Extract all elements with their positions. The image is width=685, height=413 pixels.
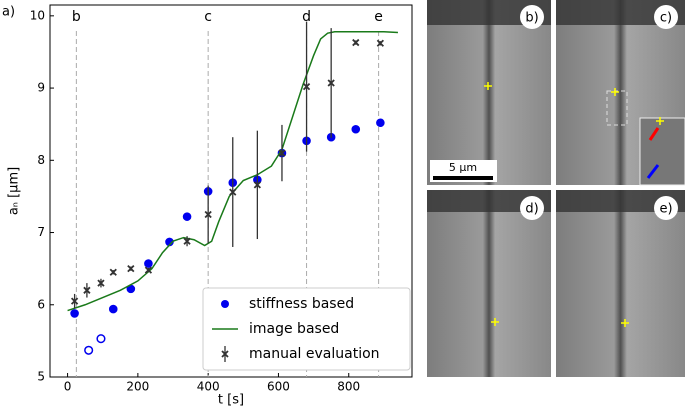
arrow: [646, 164, 660, 179]
arrow: [648, 127, 660, 141]
inset: [639, 117, 685, 186]
cross-marker: [183, 237, 191, 245]
panel-badge: [654, 196, 678, 220]
figure-label: a): [2, 5, 15, 20]
legend-label: stiffness based: [249, 296, 354, 312]
x-tick-label: 800: [337, 380, 360, 394]
point: [96, 334, 106, 344]
panel-badge: [520, 196, 544, 220]
panel-label: d): [525, 202, 538, 217]
point: [376, 118, 385, 128]
y-axis-label: aₙ [µm]: [7, 167, 22, 215]
y-tick-label: 10: [30, 8, 45, 22]
annotation-label: c: [204, 9, 212, 25]
sem-images: 5 µm b) c) d) e): [427, 0, 685, 377]
annotation-label: e: [374, 9, 383, 25]
panel-badge: [520, 5, 544, 29]
cross-marker: [97, 279, 105, 287]
y-tick-label: 8: [37, 153, 45, 167]
point: [84, 345, 94, 355]
panel-label: e): [659, 202, 672, 217]
x-axis-label: t [s]: [218, 393, 244, 408]
legend-box: [202, 287, 411, 371]
cross-marker: [302, 82, 311, 91]
point: [351, 124, 361, 134]
panel-badge: [654, 5, 678, 29]
panel-image: [427, 0, 551, 185]
point: [70, 309, 79, 318]
cross-marker: [83, 286, 91, 294]
panel-label: c): [660, 11, 672, 26]
cross-marker: [278, 149, 286, 157]
legend-label: image based: [249, 321, 339, 337]
cross-marker: [127, 265, 135, 273]
cross-marker: [253, 181, 261, 189]
legend-label: manual evaluation: [249, 346, 380, 362]
markers: [484, 82, 664, 327]
point: [144, 259, 153, 268]
panel-image: [427, 190, 551, 377]
point: [182, 212, 192, 221]
cross-marker: [376, 39, 385, 47]
cross-marker: [144, 266, 153, 274]
zoom-box: [606, 90, 628, 126]
x-tick-label: 200: [126, 380, 149, 394]
legend-swatch: [221, 300, 229, 308]
cross-marker: [327, 79, 335, 87]
x-tick-label: 400: [197, 380, 220, 394]
cross-marker: [109, 268, 117, 276]
point: [108, 304, 118, 314]
panel-dark: [556, 190, 685, 212]
cross-marker: [70, 297, 79, 305]
y-tick-label: 7: [37, 225, 45, 239]
y-tick-label: 9: [37, 81, 45, 95]
y-tick-label: 5: [37, 370, 45, 384]
annotation-label: b: [72, 9, 81, 25]
scale-bar: [433, 176, 493, 180]
plot-frame: [49, 4, 413, 378]
cross-marker: [352, 38, 360, 47]
panel-image: [556, 190, 685, 377]
x-tick-label: 600: [267, 380, 290, 394]
scale-label: 5 µm: [449, 161, 477, 174]
legend-swatch: [221, 350, 229, 358]
x-tick-label: 0: [64, 380, 72, 394]
annotation-label: d: [302, 9, 311, 25]
cross-marker: [204, 210, 212, 219]
cross-marker: [229, 188, 237, 196]
panel-dark: [427, 190, 551, 212]
panel-label: b): [525, 11, 538, 26]
y-tick-label: 6: [37, 297, 45, 311]
line: [67, 30, 398, 312]
